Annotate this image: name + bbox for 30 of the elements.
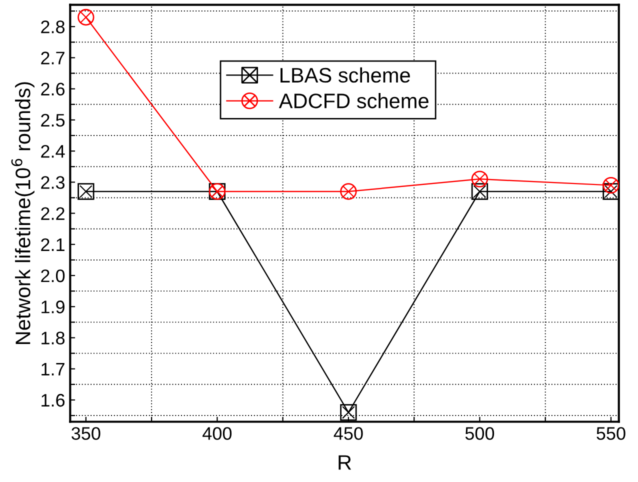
x-tick-label: 350 — [72, 427, 100, 440]
point — [340, 404, 357, 421]
x-axis-title: R — [338, 455, 352, 470]
x-tick-label: 500 — [465, 427, 494, 440]
y-tick-label: 1.6 — [42, 394, 65, 407]
y-tick-label: 2.8 — [41, 20, 65, 34]
y-tick-label: 2.5 — [41, 114, 65, 127]
point — [340, 183, 357, 200]
legend-label: LBAS scheme — [280, 67, 410, 83]
x-tick-label: 400 — [202, 427, 232, 440]
x-tick-label: 550 — [596, 427, 626, 440]
point — [78, 8, 94, 26]
legend-label: ADCFD scheme — [278, 93, 428, 108]
point — [602, 176, 619, 194]
y-tick-label: 1.7 — [42, 362, 64, 376]
y-tick-label: 2.6 — [41, 82, 65, 96]
x-tick-label: 450 — [334, 427, 363, 440]
y-tick-label: 2.2 — [41, 207, 64, 220]
y-tick-label: 2.7 — [41, 52, 64, 64]
y-tick-label: 2.0 — [41, 269, 65, 282]
point — [471, 183, 488, 200]
y-tick-label: 1.8 — [42, 332, 65, 344]
y-tick-label: 2.4 — [41, 144, 65, 158]
point — [78, 183, 94, 200]
y-tick-label: 2.3 — [41, 176, 65, 189]
point — [471, 170, 488, 188]
y-axis-title: Network lifetime(10$^{6}$ rounds) — [11, 82, 34, 344]
y-tick-label: 1.9 — [42, 300, 64, 314]
y-tick-label: 2.1 — [41, 238, 64, 251]
point — [602, 183, 619, 200]
